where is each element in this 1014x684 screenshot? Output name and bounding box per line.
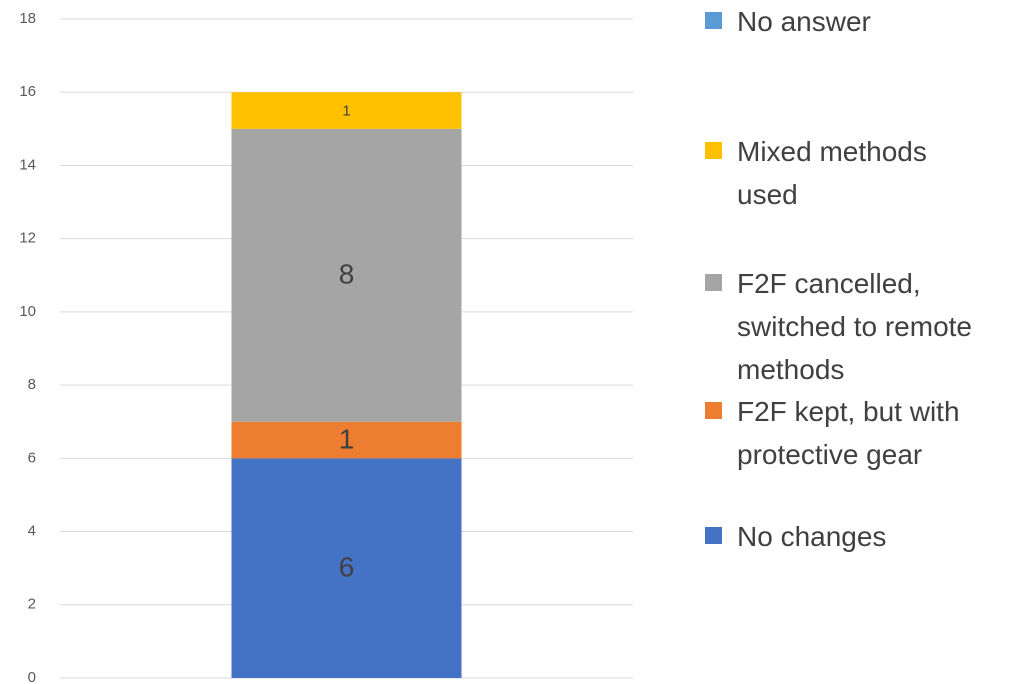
- y-tick-label: 16: [19, 83, 36, 100]
- y-tick-label: 0: [28, 669, 36, 684]
- legend-swatch: [705, 12, 722, 29]
- y-tick-label: 10: [19, 303, 36, 320]
- bar-segment: [231, 421, 462, 459]
- y-tick-label: 2: [28, 596, 36, 613]
- legend-label: F2F kept, but with protective gear: [737, 396, 960, 470]
- bar-segment: [231, 128, 462, 422]
- y-tick-label: 6: [28, 449, 36, 466]
- y-tick-label: 18: [19, 10, 36, 27]
- y-tick-label: 12: [19, 230, 36, 247]
- legend-swatch: [705, 402, 722, 419]
- y-tick-label: 14: [19, 156, 36, 173]
- y-tick-label: 8: [28, 376, 36, 393]
- data-label: 1: [342, 102, 350, 119]
- bar-segment: [231, 458, 462, 678]
- legend-swatch: [705, 142, 722, 159]
- legend-swatch: [705, 527, 722, 544]
- data-label: 8: [339, 259, 355, 290]
- legend-swatch: [705, 274, 722, 291]
- legend-label: No answer: [737, 6, 871, 37]
- data-label: 1: [339, 423, 355, 454]
- data-label: 6: [339, 552, 355, 583]
- y-tick-label: 4: [28, 523, 36, 540]
- legend-label: Mixed methods used: [737, 136, 927, 210]
- bar-segment: [231, 92, 462, 129]
- legend-label: F2F cancelled, switched to remote method…: [737, 268, 972, 385]
- legend-label: No changes: [737, 521, 887, 552]
